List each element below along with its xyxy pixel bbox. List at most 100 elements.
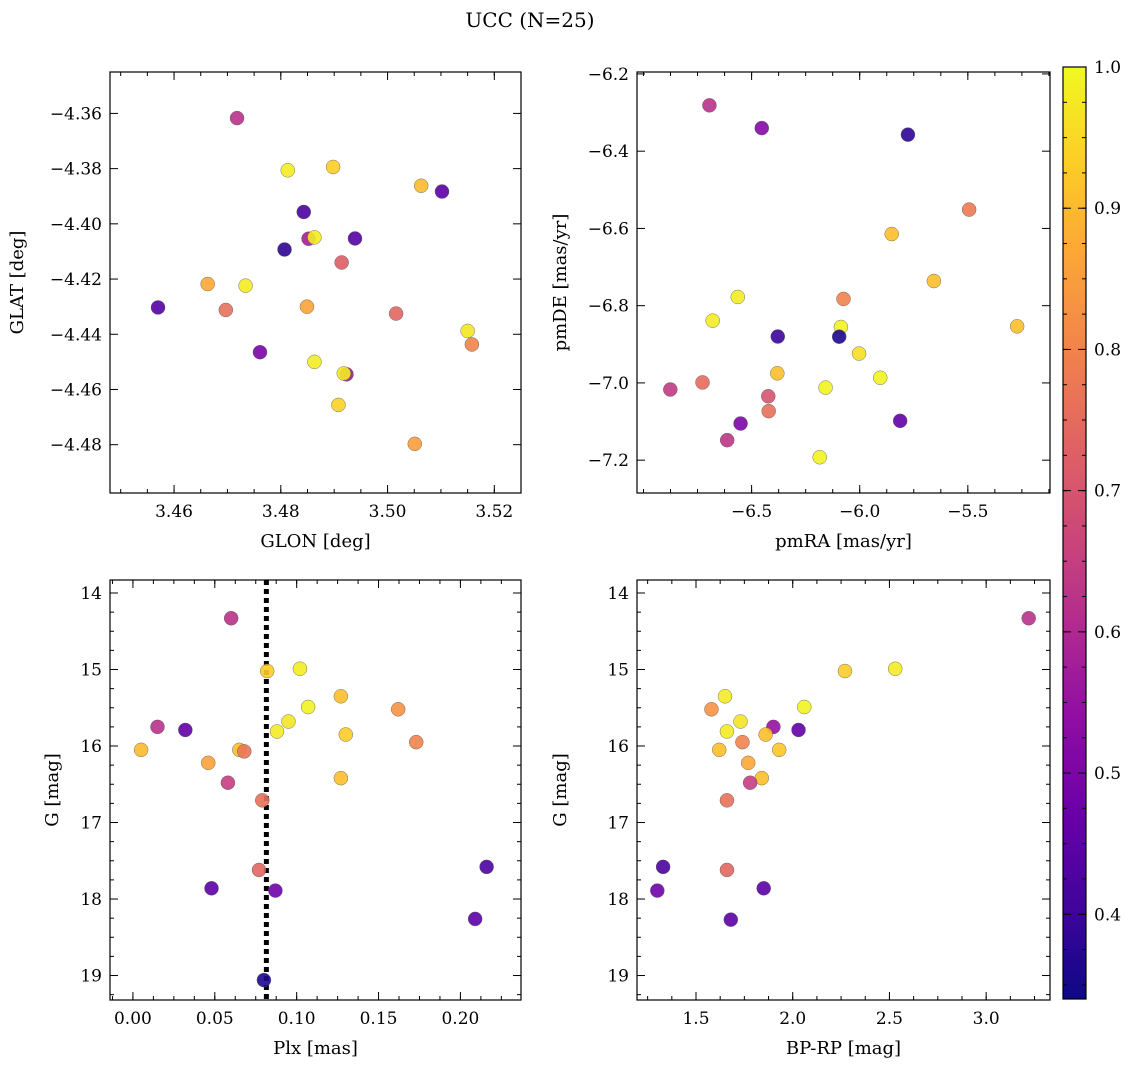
y-tick-label: −4.42 — [50, 270, 102, 290]
y-tick-label: −7.2 — [588, 451, 629, 471]
x-tick-label: 3.0 — [973, 1009, 1000, 1029]
y-tick-label: −6.6 — [588, 219, 629, 239]
y-tick-label: 19 — [607, 967, 629, 987]
data-point — [407, 436, 422, 452]
y-tick-label: 15 — [80, 661, 102, 681]
y-tick-label: 18 — [80, 890, 102, 910]
data-point — [900, 127, 916, 142]
x-tick-label: 3.50 — [369, 502, 407, 522]
tick-marks — [110, 72, 522, 493]
axes-frame — [636, 579, 1051, 1001]
data-point — [201, 755, 216, 771]
data-point — [133, 742, 149, 758]
x-tick-label: 0.20 — [441, 1009, 479, 1029]
data-point — [723, 912, 739, 927]
data-point — [717, 689, 733, 704]
y-axis-label: G [mag] — [550, 753, 571, 826]
data-point — [741, 755, 756, 771]
data-point — [178, 722, 193, 738]
panels: 3.46 3.48 3.50 3.52 −4.36 −4.38 −4.40 −4.42 −4.4… — [7, 65, 1051, 1059]
data-point — [333, 770, 349, 786]
data-point — [650, 883, 665, 898]
data-point — [719, 862, 735, 878]
y-tick-label: −6.2 — [588, 65, 629, 85]
data-point — [791, 722, 806, 738]
data-point — [884, 226, 899, 242]
data-point — [268, 883, 283, 898]
data-point — [255, 793, 270, 808]
data-point — [334, 255, 349, 270]
data-point — [220, 775, 236, 790]
x-tick-label: 1.5 — [682, 1009, 709, 1029]
data-point — [735, 734, 750, 750]
y-axis-label: pmDE [mas/yr] — [550, 214, 571, 352]
y-tick-label: 17 — [80, 814, 102, 834]
data-point — [251, 862, 267, 878]
y-tick-label: −4.46 — [50, 380, 102, 400]
y-tick-label: −6.8 — [588, 297, 629, 317]
data-point — [831, 329, 847, 344]
x-tick-label: −6.0 — [839, 502, 880, 522]
data-point — [742, 775, 758, 790]
data-point — [837, 663, 853, 679]
data-point — [730, 289, 745, 305]
colorbar-tick-label: 0.4 — [1094, 905, 1121, 925]
axes-frame — [636, 71, 1051, 494]
data-point — [1009, 319, 1025, 334]
panel-3: 0.00 0.05 0.10 0.15 0.20 14 15 16 17 18 19 Plx [mas… — [42, 579, 522, 1059]
data-point — [296, 204, 311, 220]
y-tick-label: −4.38 — [50, 160, 102, 180]
data-point — [333, 689, 349, 704]
data-point — [409, 734, 424, 750]
data-point — [300, 699, 316, 715]
data-point — [851, 346, 867, 361]
data-point — [223, 611, 239, 626]
data-point — [464, 337, 480, 352]
data-point — [280, 163, 295, 178]
y-tick-label: 16 — [80, 737, 102, 757]
colorbar-tick-label: 0.5 — [1094, 764, 1121, 784]
data-point — [770, 366, 785, 381]
tick-marks — [110, 580, 521, 1000]
data-point — [434, 184, 450, 199]
colorbar-tick-label: 1.0 — [1094, 58, 1121, 78]
data-point — [218, 302, 234, 318]
data-point — [712, 742, 727, 758]
data-point — [259, 663, 275, 679]
data-point — [892, 413, 908, 429]
data-point — [269, 724, 285, 739]
axes-frame — [109, 579, 522, 1001]
data-point — [926, 273, 942, 289]
data-point — [388, 306, 404, 321]
data-point — [237, 744, 252, 759]
panel-2: −6.5 −6.0 −5.5 −6.2 −6.4 −6.6 −6.8 −7.0 −7.2 pmRA… — [550, 65, 1051, 552]
data-point — [479, 859, 494, 875]
x-tick-label: 0.05 — [196, 1009, 234, 1029]
data-point — [307, 354, 322, 370]
data-point — [818, 380, 833, 395]
data-point — [770, 329, 785, 344]
data-point — [347, 231, 363, 246]
x-tick-label: 0.00 — [114, 1009, 152, 1029]
x-tick-label: 2.5 — [876, 1009, 903, 1029]
y-tick-label: 16 — [607, 737, 629, 757]
y-tick-label: −4.40 — [50, 215, 102, 235]
x-tick-label: 2.0 — [779, 1009, 806, 1029]
data-point — [702, 98, 717, 113]
data-point — [655, 859, 671, 875]
data-point — [761, 389, 776, 404]
x-axis-label: BP-RP [mag] — [786, 1038, 901, 1059]
data-point — [756, 881, 771, 896]
data-point — [888, 661, 903, 676]
data-point — [733, 714, 748, 729]
data-point — [733, 416, 748, 431]
data-point — [873, 370, 888, 385]
colorbar-tick-label: 0.9 — [1094, 199, 1121, 219]
x-tick-label: 3.46 — [155, 502, 193, 522]
colorbar-tick-label: 0.8 — [1094, 340, 1121, 360]
tick-marks — [637, 580, 1050, 1000]
data-point — [719, 793, 735, 808]
data-point — [238, 278, 253, 293]
axes-frame — [109, 71, 522, 494]
data-point — [812, 450, 827, 465]
